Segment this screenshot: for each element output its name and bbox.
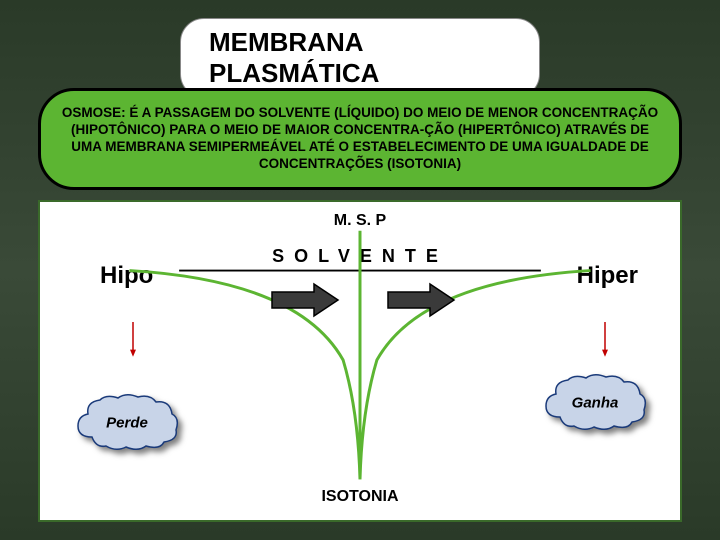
- hipo-label: Hipo: [100, 262, 153, 290]
- flow-arrow-right-icon: [270, 282, 340, 318]
- solvente-label: SOLVENTE: [272, 246, 448, 267]
- definition-box: OSMOSE: É A PASSAGEM DO SOLVENTE (LÍQUID…: [38, 88, 682, 190]
- isotonia-label: ISOTONIA: [321, 488, 398, 506]
- perde-label: Perde: [106, 415, 148, 432]
- cloud-perde: Perde: [72, 392, 182, 454]
- ganha-label: Ganha: [572, 395, 619, 412]
- osmosis-diagram: M. S. P SOLVENTE Hipo Hiper Perde: [38, 200, 682, 522]
- down-arrow-icon: [130, 310, 136, 370]
- down-arrow-icon: [602, 310, 608, 370]
- flow-arrow-right-icon: [386, 282, 456, 318]
- hiper-label: Hiper: [577, 262, 638, 290]
- cloud-ganha: Ganha: [540, 372, 650, 434]
- page-title: MEMBRANA PLASMÁTICA: [180, 18, 540, 98]
- msp-label: M. S. P: [334, 212, 386, 230]
